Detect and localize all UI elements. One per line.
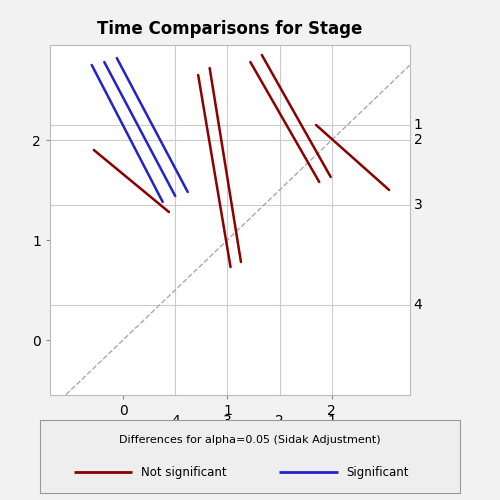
Text: 3: 3: [414, 198, 422, 212]
Text: 2: 2: [414, 133, 422, 147]
Text: 3: 3: [223, 414, 232, 428]
Text: 4: 4: [414, 298, 422, 312]
Text: 1: 1: [414, 118, 422, 132]
Text: Significant: Significant: [346, 466, 409, 478]
Text: Not significant: Not significant: [141, 466, 226, 478]
Title: Time Comparisons for Stage: Time Comparisons for Stage: [98, 20, 362, 38]
Text: Differences for alpha=0.05 (Sidak Adjustment): Differences for alpha=0.05 (Sidak Adjust…: [119, 436, 381, 446]
Text: 4: 4: [171, 414, 179, 428]
Text: 2: 2: [275, 414, 284, 428]
Text: 1: 1: [328, 414, 336, 428]
